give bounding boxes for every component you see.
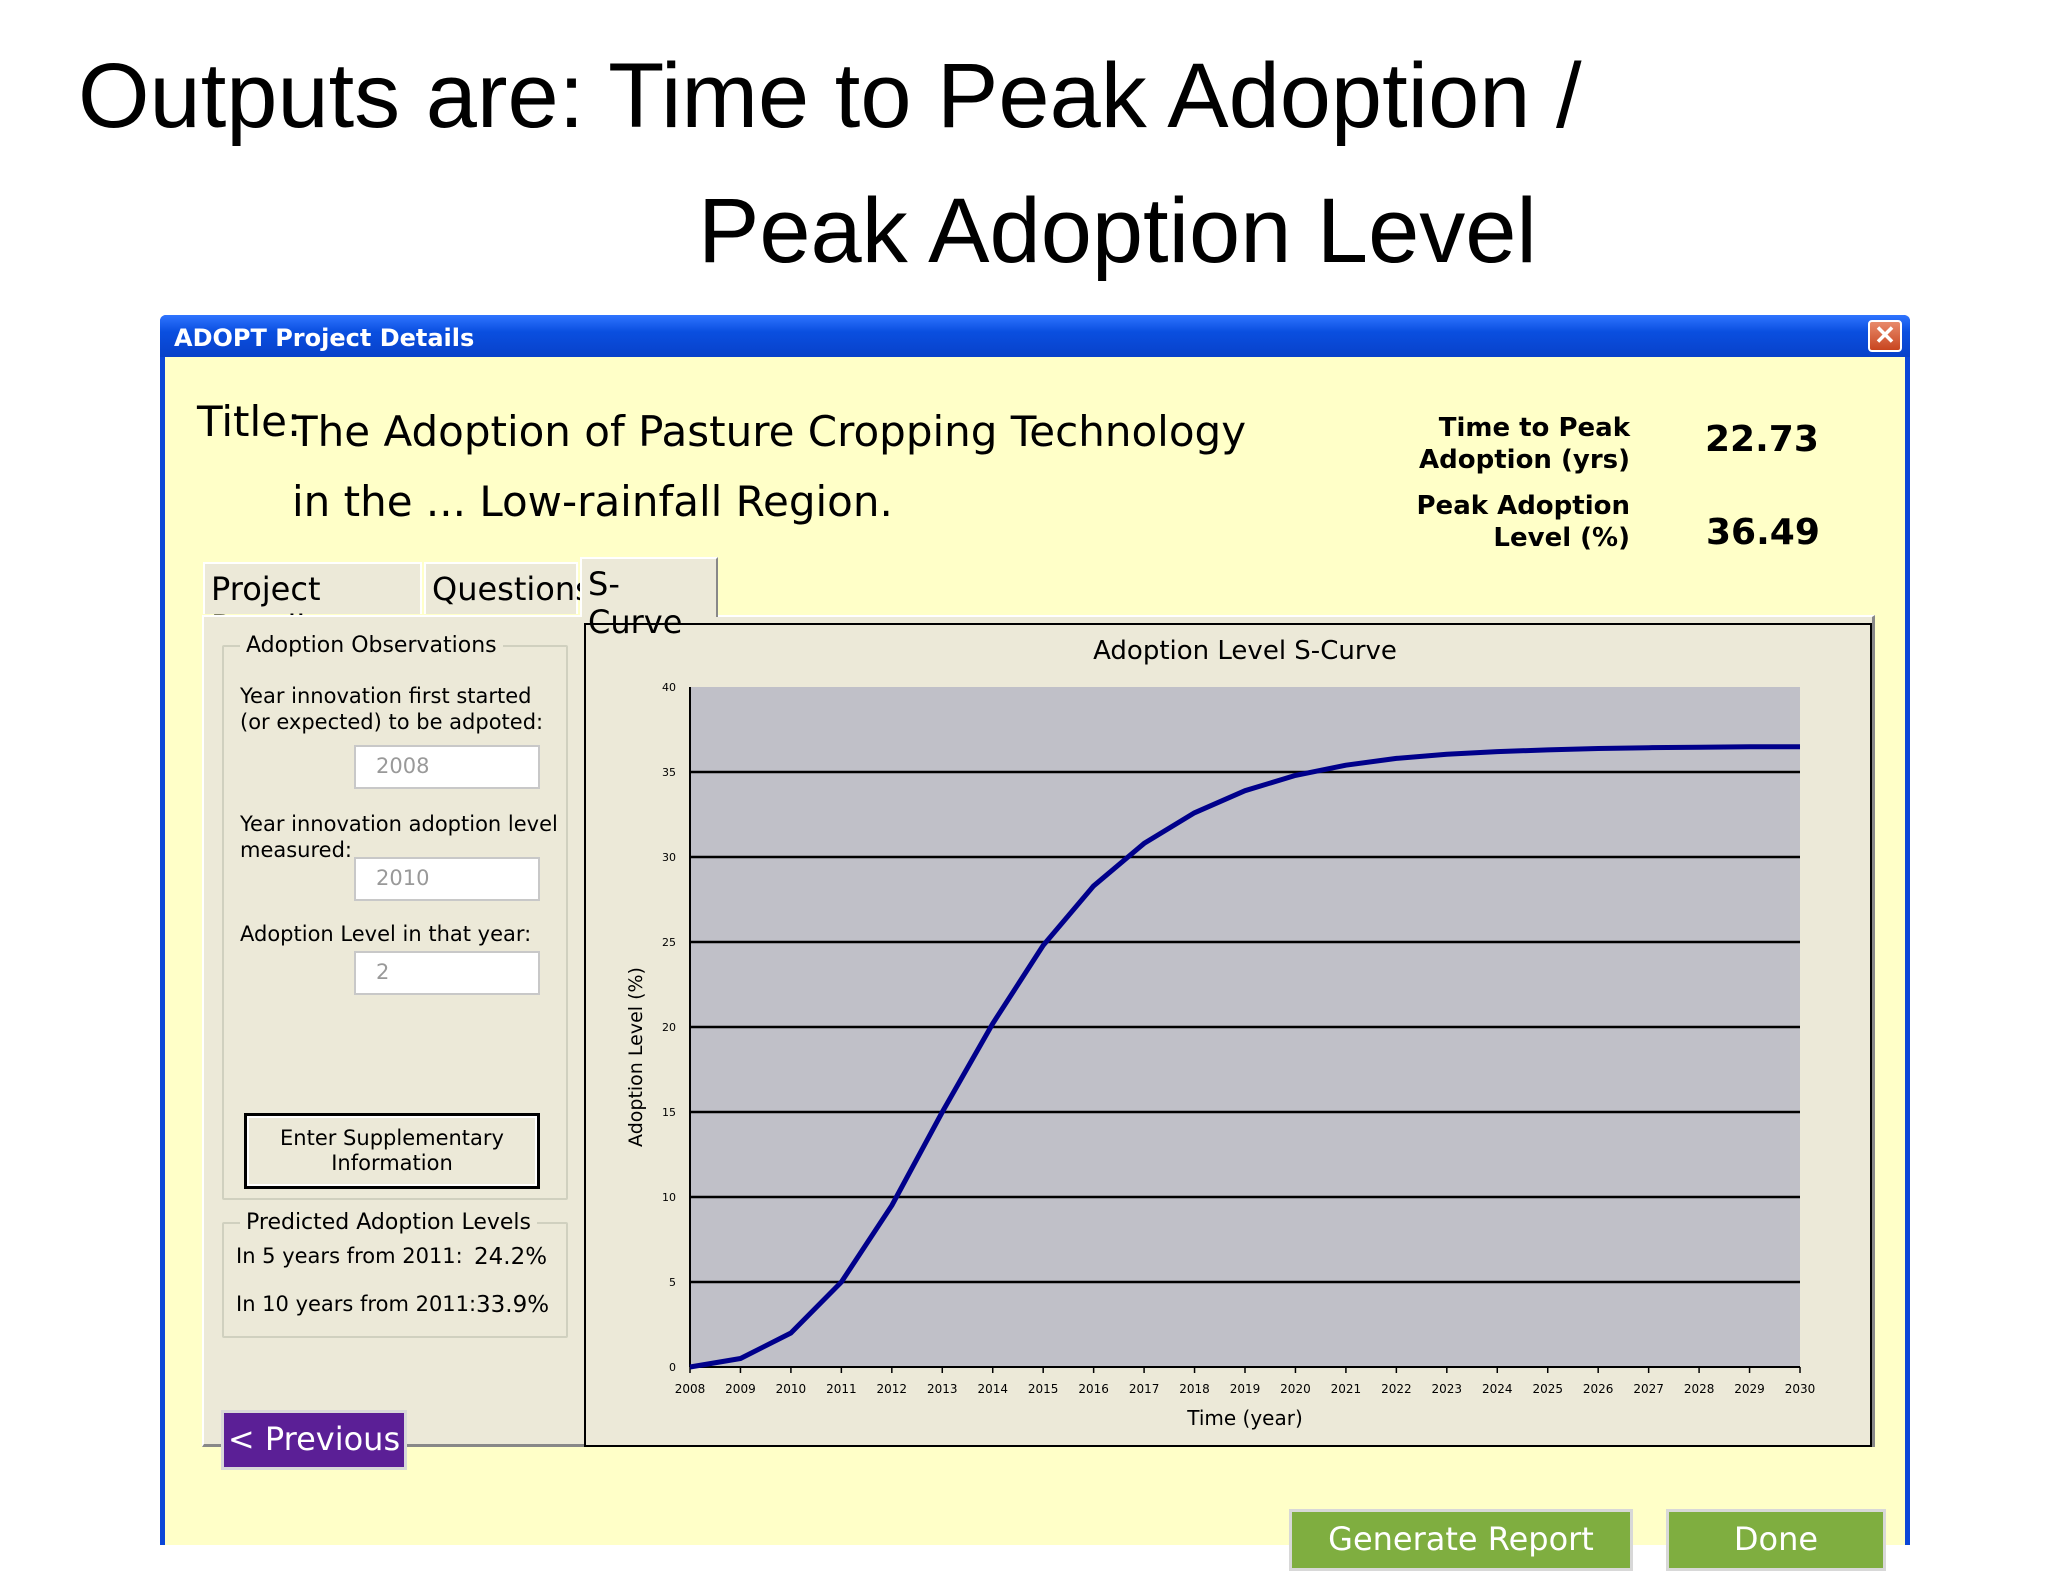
window-titlebar[interactable]: ADOPT Project Details ✕ bbox=[160, 315, 1910, 357]
x-tick-label: 2029 bbox=[1734, 1382, 1765, 1396]
x-tick-label: 2028 bbox=[1684, 1382, 1715, 1396]
x-axis-label: Time (year) bbox=[1186, 1406, 1303, 1430]
slide-title-line1: Outputs are: Time to Peak Adoption / bbox=[78, 50, 1582, 142]
peak-level-label: Peak Adoption Level (%) bbox=[1370, 490, 1630, 554]
enter-supplementary-button[interactable]: Enter Supplementary Information bbox=[244, 1113, 540, 1189]
y-tick-label: 10 bbox=[662, 1191, 676, 1204]
y-axis-label: Adoption Level (%) bbox=[625, 967, 647, 1147]
x-tick-label: 2019 bbox=[1230, 1382, 1261, 1396]
year-measured-label: Year innovation adoption level measured: bbox=[240, 811, 558, 863]
x-tick-label: 2021 bbox=[1331, 1382, 1362, 1396]
y-tick-label: 35 bbox=[662, 766, 676, 779]
x-tick-label: 2027 bbox=[1633, 1382, 1664, 1396]
generate-report-button[interactable]: Generate Report bbox=[1289, 1509, 1633, 1571]
x-tick-label: 2018 bbox=[1179, 1382, 1210, 1396]
year-started-field[interactable]: 2008 bbox=[354, 745, 540, 789]
x-tick-label: 2012 bbox=[877, 1382, 908, 1396]
window-title: ADOPT Project Details bbox=[174, 324, 474, 352]
x-tick-label: 2013 bbox=[927, 1382, 958, 1396]
previous-button[interactable]: < Previous bbox=[221, 1410, 407, 1470]
chart-title: Adoption Level S-Curve bbox=[1093, 636, 1397, 666]
tab-s-curve[interactable]: S-Curve bbox=[580, 557, 718, 617]
y-tick-label: 40 bbox=[662, 681, 676, 694]
close-icon: ✕ bbox=[1874, 320, 1896, 350]
y-tick-label: 0 bbox=[669, 1361, 676, 1374]
x-tick-label: 2009 bbox=[725, 1382, 756, 1396]
predicted-row-value: 33.9% bbox=[476, 1292, 549, 1318]
x-tick-label: 2008 bbox=[675, 1382, 706, 1396]
tab-questions[interactable]: Questions bbox=[424, 562, 578, 614]
slide-title-line2: Peak Adoption Level bbox=[698, 185, 1537, 277]
tab-questions-label: Questions bbox=[432, 570, 592, 608]
adoption-level-field[interactable]: 2 bbox=[354, 951, 540, 995]
predicted-levels-group: Predicted Adoption Levels In 5 years fro… bbox=[222, 1222, 568, 1338]
adoption-level-label: Adoption Level in that year: bbox=[240, 921, 531, 947]
x-tick-label: 2010 bbox=[776, 1382, 807, 1396]
predicted-row-label: In 5 years from 2011: bbox=[236, 1244, 463, 1268]
y-tick-label: 5 bbox=[669, 1276, 676, 1289]
x-tick-label: 2014 bbox=[977, 1382, 1008, 1396]
project-title-text: The Adoption of Pasture Cropping Technol… bbox=[292, 397, 1292, 537]
adoption-observations-group: Adoption Observations Year innovation fi… bbox=[222, 645, 568, 1200]
peak-level-value: 36.49 bbox=[1706, 512, 1820, 553]
tab-s-curve-label: S-Curve bbox=[588, 565, 682, 641]
close-button[interactable]: ✕ bbox=[1868, 320, 1902, 352]
project-title-label: Title: bbox=[197, 397, 301, 446]
x-tick-label: 2030 bbox=[1785, 1382, 1816, 1396]
x-tick-label: 2025 bbox=[1532, 1382, 1563, 1396]
time-to-peak-label: Time to Peak Adoption (yrs) bbox=[1370, 412, 1630, 476]
year-started-label: Year innovation first started (or expect… bbox=[240, 683, 543, 735]
predicted-row-label: In 10 years from 2011: bbox=[236, 1292, 476, 1316]
y-tick-label: 15 bbox=[662, 1106, 676, 1119]
adopt-window: ADOPT Project Details ✕ Title: The Adopt… bbox=[160, 315, 1910, 1545]
year-measured-field[interactable]: 2010 bbox=[354, 857, 540, 901]
tab-project-details[interactable]: Project Details bbox=[203, 562, 422, 614]
s-curve-tab-panel: Adoption Observations Year innovation fi… bbox=[202, 615, 1875, 1447]
done-button[interactable]: Done bbox=[1666, 1509, 1886, 1571]
x-tick-label: 2017 bbox=[1129, 1382, 1160, 1396]
x-tick-label: 2023 bbox=[1432, 1382, 1463, 1396]
window-client-area: Title: The Adoption of Pasture Cropping … bbox=[165, 357, 1905, 1545]
x-tick-label: 2015 bbox=[1028, 1382, 1059, 1396]
predicted-levels-legend: Predicted Adoption Levels bbox=[240, 1210, 537, 1235]
y-tick-label: 20 bbox=[662, 1021, 676, 1034]
adoption-observations-legend: Adoption Observations bbox=[240, 633, 503, 658]
x-tick-label: 2024 bbox=[1482, 1382, 1513, 1396]
x-tick-label: 2011 bbox=[826, 1382, 857, 1396]
x-tick-label: 2026 bbox=[1583, 1382, 1614, 1396]
predicted-row-value: 24.2% bbox=[474, 1244, 547, 1270]
y-tick-label: 25 bbox=[662, 936, 676, 949]
x-tick-label: 2022 bbox=[1381, 1382, 1412, 1396]
x-tick-label: 2016 bbox=[1078, 1382, 1109, 1396]
y-tick-label: 30 bbox=[662, 851, 676, 864]
x-tick-label: 2020 bbox=[1280, 1382, 1311, 1396]
time-to-peak-value: 22.73 bbox=[1705, 419, 1819, 460]
